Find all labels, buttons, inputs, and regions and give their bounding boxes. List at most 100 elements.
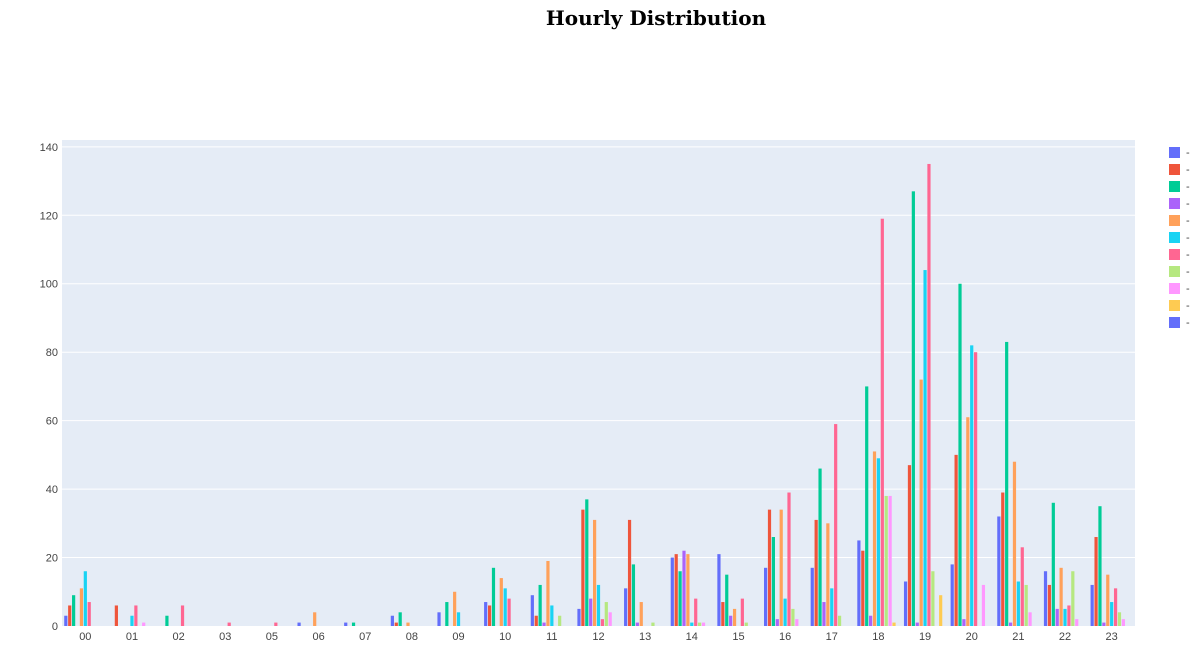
bar[interactable] (907, 465, 912, 626)
bar[interactable] (1113, 588, 1118, 626)
bar[interactable] (627, 519, 632, 626)
legend-swatch[interactable] (1169, 232, 1180, 243)
bar[interactable] (911, 191, 915, 627)
bar[interactable] (398, 612, 402, 626)
bar[interactable] (546, 560, 550, 626)
bar[interactable] (923, 270, 927, 626)
legend-swatch[interactable] (1169, 266, 1180, 277)
bar[interactable] (729, 615, 733, 626)
bar[interactable] (180, 605, 185, 626)
bar[interactable] (861, 550, 865, 626)
bar[interactable] (72, 595, 76, 626)
bar[interactable] (717, 554, 721, 626)
bar[interactable] (919, 379, 923, 626)
bar[interactable] (1047, 584, 1052, 626)
bar[interactable] (682, 550, 686, 626)
bar[interactable] (1008, 622, 1013, 626)
bar[interactable] (915, 622, 919, 626)
bar[interactable] (1059, 567, 1063, 626)
legend-swatch[interactable] (1169, 300, 1180, 311)
legend-swatch[interactable] (1169, 249, 1180, 260)
bar[interactable] (810, 567, 814, 626)
bar[interactable] (690, 622, 694, 626)
bar[interactable] (227, 622, 231, 626)
bar[interactable] (1071, 571, 1075, 626)
bar[interactable] (678, 571, 682, 626)
legend-swatch[interactable] (1169, 283, 1180, 294)
bar[interactable] (744, 622, 748, 626)
bar[interactable] (966, 417, 970, 626)
bar[interactable] (134, 605, 138, 626)
bar[interactable] (787, 492, 791, 626)
bar[interactable] (857, 540, 861, 626)
bar[interactable] (763, 567, 768, 626)
legend-swatch[interactable] (1169, 198, 1180, 209)
bar[interactable] (954, 454, 958, 626)
legend-label[interactable]: - (1186, 300, 1190, 312)
bar[interactable] (767, 509, 772, 626)
bar[interactable] (1075, 619, 1079, 626)
bar[interactable] (950, 564, 954, 626)
bar[interactable] (624, 588, 628, 626)
legend-label[interactable]: - (1186, 232, 1190, 244)
bar[interactable] (592, 519, 597, 626)
bar[interactable] (577, 608, 581, 626)
bar[interactable] (834, 424, 838, 626)
bar[interactable] (406, 622, 410, 626)
legend-swatch[interactable] (1169, 164, 1180, 175)
bar[interactable] (499, 578, 503, 626)
bar[interactable] (1067, 605, 1071, 626)
bar[interactable] (64, 615, 68, 626)
bar[interactable] (880, 218, 884, 626)
bar[interactable] (445, 602, 449, 626)
bar[interactable] (865, 386, 869, 626)
bar[interactable] (1024, 584, 1028, 626)
legend-swatch[interactable] (1169, 215, 1180, 226)
bar[interactable] (1005, 341, 1009, 626)
bar[interactable] (437, 612, 441, 626)
bar[interactable] (927, 163, 931, 626)
bar[interactable] (79, 588, 84, 626)
bar[interactable] (725, 574, 729, 626)
bar[interactable] (931, 571, 935, 626)
bar[interactable] (822, 602, 826, 626)
bar[interactable] (1063, 608, 1067, 626)
bar[interactable] (698, 622, 702, 626)
bar[interactable] (1102, 622, 1106, 626)
legend-label[interactable]: - (1186, 283, 1190, 295)
legend-label[interactable]: - (1186, 249, 1190, 261)
bar[interactable] (830, 588, 834, 626)
bar[interactable] (538, 584, 542, 626)
bar[interactable] (631, 564, 636, 626)
bar[interactable] (721, 602, 725, 626)
bar[interactable] (1117, 612, 1122, 626)
bar[interactable] (732, 608, 737, 626)
bar[interactable] (997, 516, 1001, 626)
bar[interactable] (962, 619, 966, 626)
bar[interactable] (771, 537, 776, 626)
bar[interactable] (530, 595, 534, 626)
bar[interactable] (1043, 571, 1048, 626)
bar[interactable] (791, 608, 795, 626)
bar[interactable] (130, 615, 134, 626)
bar[interactable] (394, 622, 398, 626)
bar[interactable] (165, 615, 169, 626)
bar[interactable] (608, 612, 612, 626)
bar[interactable] (1110, 602, 1114, 626)
bar[interactable] (1051, 502, 1055, 626)
bar[interactable] (783, 598, 787, 626)
bar[interactable] (581, 509, 585, 626)
legend[interactable]: - - - - - - - - - - - (1169, 147, 1190, 329)
bar[interactable] (651, 622, 655, 626)
bar[interactable] (313, 612, 317, 626)
bar[interactable] (453, 591, 457, 626)
bar[interactable] (1098, 506, 1102, 626)
bar[interactable] (639, 602, 643, 626)
bar[interactable] (351, 622, 356, 626)
bar[interactable] (390, 615, 394, 626)
bar[interactable] (888, 495, 892, 626)
bar[interactable] (604, 602, 608, 626)
bar[interactable] (507, 598, 511, 626)
bar[interactable] (484, 602, 488, 626)
bar[interactable] (596, 584, 601, 626)
